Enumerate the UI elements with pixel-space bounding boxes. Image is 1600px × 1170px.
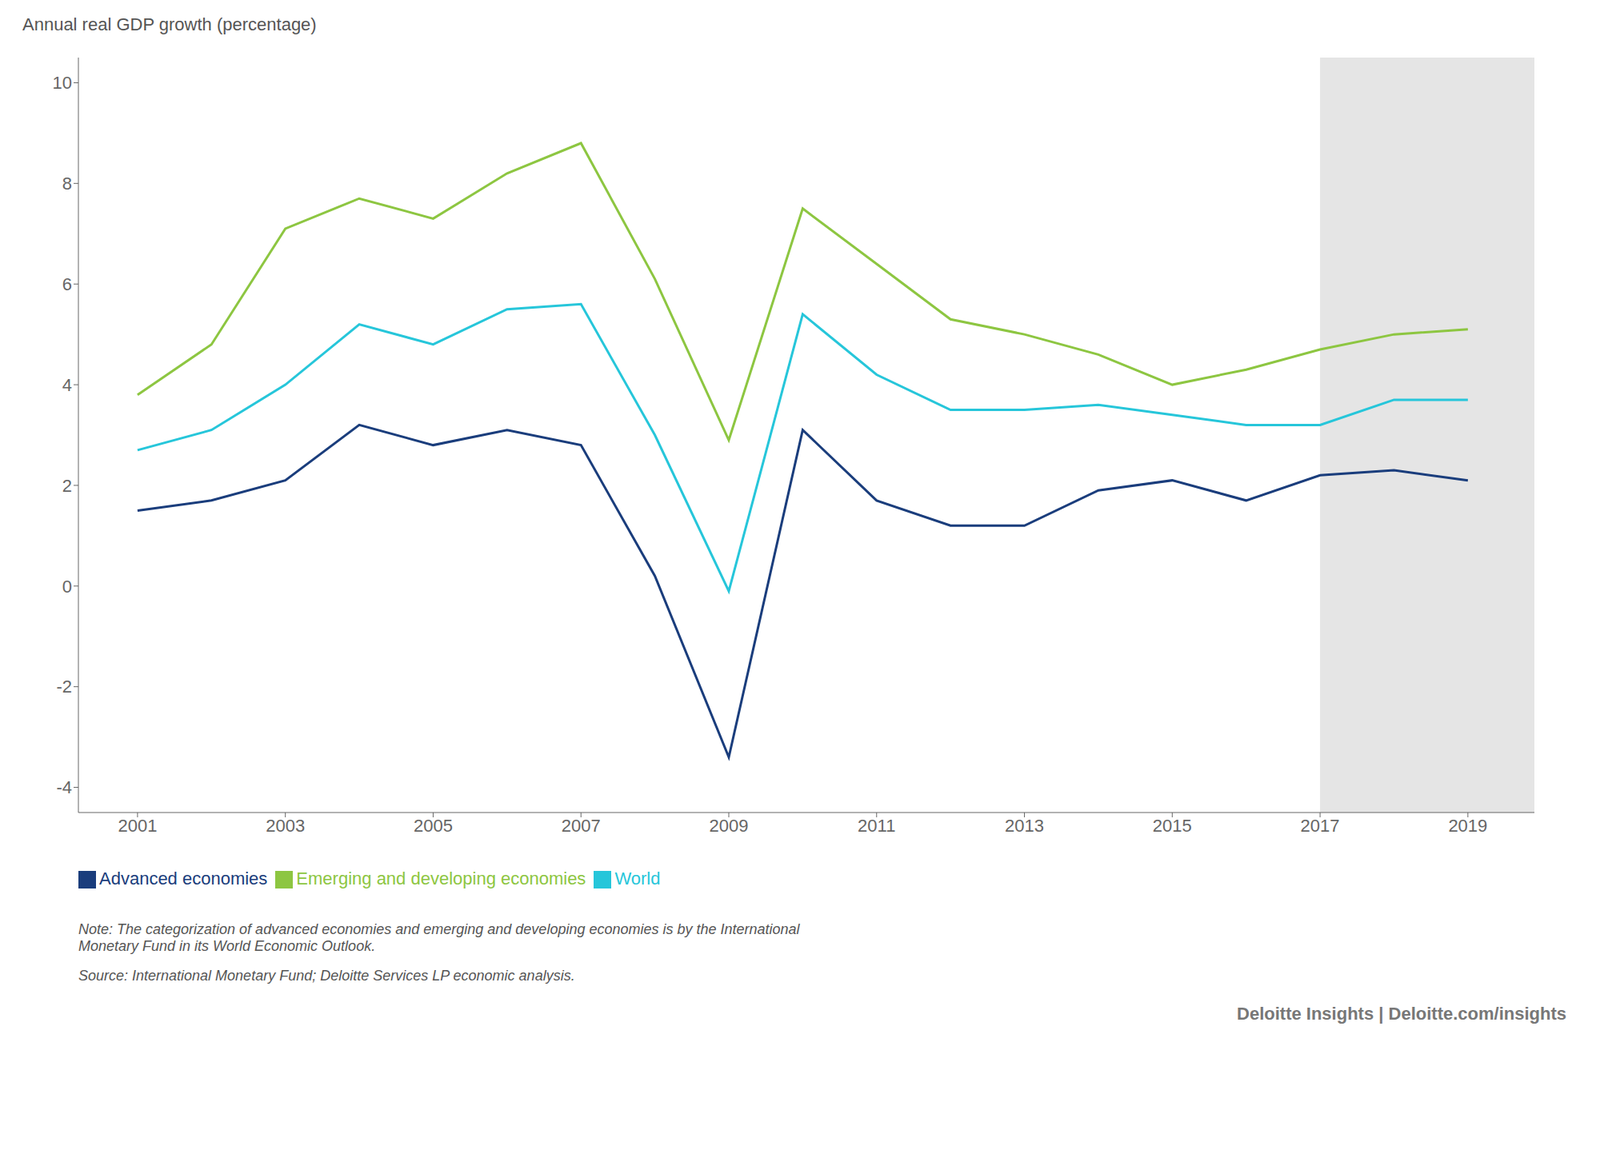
svg-text:2011: 2011 — [857, 816, 896, 836]
svg-text:2015: 2015 — [1152, 816, 1192, 836]
html-text:Emerging and developing econom: Emerging and developing economies — [296, 868, 586, 889]
svg-text:4: 4 — [62, 375, 72, 396]
svg-text:2003: 2003 — [265, 816, 305, 836]
svg-text:2001: 2001 — [117, 816, 157, 836]
html-text:Deloitte Insights | Deloitte.c: Deloitte Insights | Deloitte.com/insight… — [1236, 1004, 1567, 1024]
svg-text:2: 2 — [62, 476, 72, 496]
svg-text:2007: 2007 — [561, 816, 601, 836]
html-text:Source: International Monetary: Source: International Monetary Fund; Del… — [78, 968, 575, 984]
svg-text:2017: 2017 — [1300, 816, 1340, 836]
html-text:World: World — [614, 868, 661, 889]
svg-text:-2: -2 — [56, 676, 72, 697]
html-text:Annual real GDP growth (percen: Annual real GDP growth (percentage) — [22, 14, 317, 35]
svg-text:2019: 2019 — [1448, 816, 1488, 836]
svg-text:0: 0 — [62, 576, 72, 597]
svg-text:2013: 2013 — [1004, 816, 1044, 836]
html-text:Advanced economies: Advanced economies — [99, 868, 268, 889]
svg-text:-4: -4 — [56, 777, 72, 798]
svg-text:8: 8 — [62, 173, 72, 194]
svg-text:2009: 2009 — [709, 816, 749, 836]
svg-text:2005: 2005 — [413, 816, 453, 836]
html-text:Note: The categorization of ad: Note: The categorization of advanced eco… — [78, 921, 800, 955]
svg-text:6: 6 — [62, 274, 72, 295]
svg-text:10: 10 — [52, 72, 72, 93]
